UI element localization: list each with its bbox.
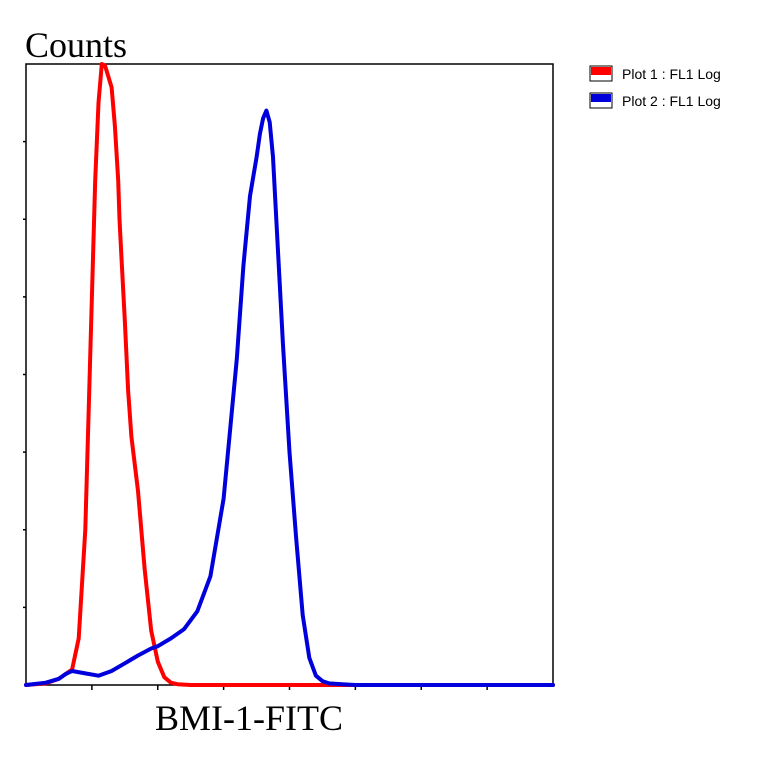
y-axis-label: Counts: [25, 25, 127, 65]
legend-label-2: Plot 2 : FL1 Log: [622, 93, 721, 109]
legend-swatch-1: [591, 67, 611, 75]
x-axis-label: BMI-1-FITC: [155, 698, 343, 738]
legend-swatch-2: [591, 94, 611, 102]
legend-label-1: Plot 1 : FL1 Log: [622, 66, 721, 82]
series-group: [24, 62, 555, 687]
legend: Plot 1 : FL1 Log Plot 2 : FL1 Log: [589, 65, 721, 109]
series-line-1: [24, 62, 555, 687]
series-line-2: [24, 108, 555, 687]
plot-frame: [25, 63, 554, 686]
